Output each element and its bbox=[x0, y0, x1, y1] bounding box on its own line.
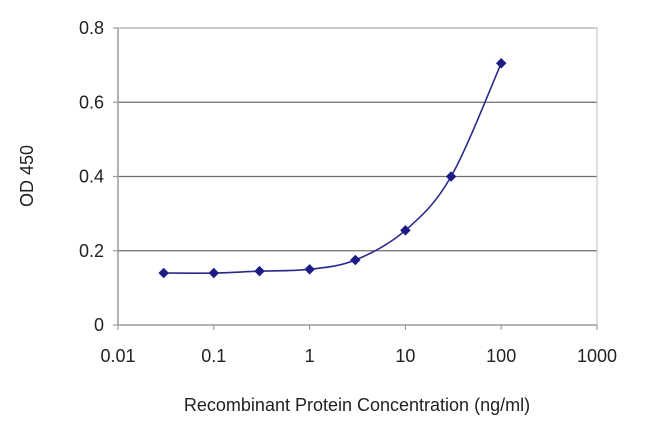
x-tick-label: 0.1 bbox=[201, 346, 226, 366]
y-tick-label: 0.6 bbox=[79, 92, 104, 112]
x-tick-label: 1000 bbox=[577, 346, 617, 366]
y-tick-label: 0.2 bbox=[79, 241, 104, 261]
x-tick-label: 100 bbox=[486, 346, 516, 366]
x-tick-label: 0.01 bbox=[100, 346, 135, 366]
data-point-marker bbox=[445, 171, 457, 182]
data-point-marker bbox=[158, 267, 170, 279]
y-tick-label: 0.8 bbox=[79, 18, 104, 38]
data-point-marker bbox=[495, 57, 507, 69]
data-series bbox=[158, 57, 507, 279]
data-point-marker bbox=[400, 224, 411, 236]
x-tick-labels: 0.01 0.1 1 10 100 1000 bbox=[100, 325, 617, 366]
y-tick-label: 0 bbox=[94, 315, 104, 335]
y-axis-title: OD 450 bbox=[17, 145, 37, 207]
series-line bbox=[163, 62, 502, 274]
x-tick-label: 10 bbox=[395, 346, 415, 366]
x-axis-title: Recombinant Protein Concentration (ng/ml… bbox=[184, 395, 530, 415]
y-tick-labels: 0 0.2 0.4 0.6 0.8 bbox=[79, 18, 118, 335]
x-tick-label: 1 bbox=[305, 346, 315, 366]
data-point-marker bbox=[208, 267, 220, 279]
data-point-marker bbox=[254, 265, 265, 277]
data-point-marker bbox=[304, 263, 315, 275]
y-tick-label: 0.4 bbox=[79, 167, 104, 187]
data-point-marker bbox=[349, 254, 361, 266]
